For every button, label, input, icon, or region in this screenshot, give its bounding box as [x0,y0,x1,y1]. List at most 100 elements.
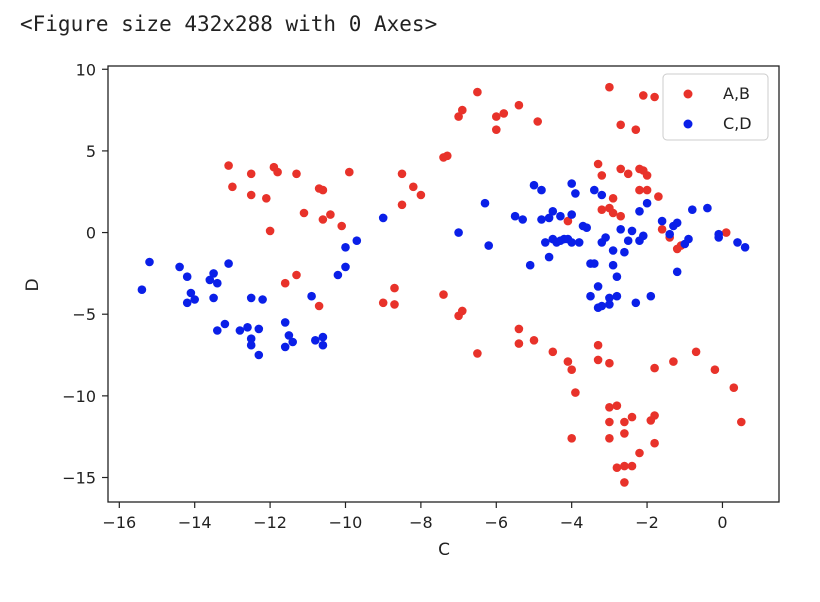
data-point-series-2 [556,211,565,221]
data-point-series-2 [246,293,256,303]
data-point-series-2 [318,340,328,350]
data-point-series-1 [533,117,542,126]
data-point-series-1 [567,365,576,375]
data-point-series-2 [182,272,192,282]
data-point-series-2 [665,229,674,239]
data-point-series-1 [397,169,407,179]
data-point-series-2 [548,207,558,216]
data-point-series-1 [616,164,625,174]
data-point-series-2 [307,291,316,301]
data-point-series-1 [492,125,501,134]
data-point-series-2 [341,262,350,272]
data-point-series-2 [657,216,667,226]
data-point-series-2 [525,260,535,270]
data-point-series-2 [454,228,463,237]
data-point-series-1 [563,357,573,366]
data-point-series-1 [473,349,482,358]
legend-label-series-2: C,D [723,114,752,133]
data-point-series-1 [292,169,301,179]
data-point-series-1 [409,182,418,192]
x-axis-ticks: −16 −14 −12 −10 −8 −6 −4 −2 0 [102,502,728,532]
data-point-series-1 [635,448,644,458]
data-point-series-1 [443,151,452,161]
data-point-series-1 [514,100,524,110]
data-point-series-2 [254,324,264,334]
x-axis-title: C [438,540,450,560]
data-point-series-1 [416,190,426,200]
data-point-series-2 [480,198,490,208]
data-point-series-2 [510,211,520,221]
data-point-series-2 [137,285,147,295]
data-point-series-2 [620,247,629,257]
data-point-series-2 [213,278,222,288]
data-point-series-2 [352,236,362,245]
y-axis-ticks: 10 5 0 −5 −10 −15 [62,60,108,488]
data-point-series-1 [390,283,399,293]
data-point-series-2 [680,239,690,249]
data-point-series-1 [337,221,347,231]
data-point-series-1 [314,301,324,311]
data-point-series-2 [612,272,622,282]
data-point-series-1 [605,417,614,427]
data-point-series-2 [318,332,328,342]
data-point-series-2 [627,226,637,236]
y-tick-label: −5 [72,305,96,324]
data-point-series-1 [650,438,659,448]
y-tick-label: 10 [76,60,96,79]
data-point-series-2 [186,288,196,298]
data-point-series-2 [646,291,656,301]
data-point-series-2 [484,241,494,250]
data-point-series-1 [612,463,622,473]
data-point-series-2 [605,293,614,303]
data-point-series-2 [518,215,527,224]
legend-label-series-1: A,B [723,84,750,103]
data-point-series-2 [529,180,539,190]
x-tick-label: −14 [178,513,212,532]
data-point-series-1 [473,87,482,97]
data-point-series-1 [265,226,275,236]
x-tick-label: −16 [102,513,136,532]
data-point-series-1 [627,412,637,422]
data-point-series-2 [220,319,230,329]
data-point-series-1 [616,120,625,130]
data-point-series-1 [246,169,256,179]
data-point-series-2 [567,238,576,247]
data-point-series-1 [620,417,629,427]
data-point-series-2 [280,318,290,327]
data-point-series-2 [224,259,233,268]
data-point-series-1 [292,270,301,280]
data-point-series-2 [688,205,697,214]
y-axis-title: D [23,278,43,291]
legend-marker-series-1 [683,89,693,99]
data-point-series-2 [284,331,294,340]
data-point-series-2 [145,257,154,267]
x-tick-label: −2 [635,513,659,532]
data-point-series-1 [605,203,614,213]
data-point-series-2 [190,295,199,304]
data-point-series-1 [492,112,501,121]
data-point-series-2 [642,198,652,208]
data-point-series-1 [593,355,603,365]
data-point-series-1 [620,478,629,487]
data-point-series-1 [548,347,558,357]
data-point-series-2 [541,238,550,247]
data-point-series-1 [642,185,652,195]
data-point-series-2 [175,262,184,272]
data-point-series-1 [605,403,614,412]
data-point-series-2 [571,189,580,198]
y-tick-label: −15 [62,469,96,488]
data-point-series-1 [593,340,603,350]
data-point-series-1 [571,388,580,397]
data-point-series-2 [333,270,343,280]
points-layer [137,82,750,487]
data-point-series-1 [616,211,625,221]
data-point-series-2 [544,213,554,223]
legend: A,B C,D [662,73,769,141]
data-point-series-1 [593,159,603,169]
legend-marker-series-2 [683,119,693,129]
x-tick-label: 0 [717,513,727,532]
data-point-series-2 [567,210,576,219]
data-point-series-2 [672,218,682,228]
data-point-series-2 [714,233,723,242]
data-point-series-1 [499,109,509,118]
